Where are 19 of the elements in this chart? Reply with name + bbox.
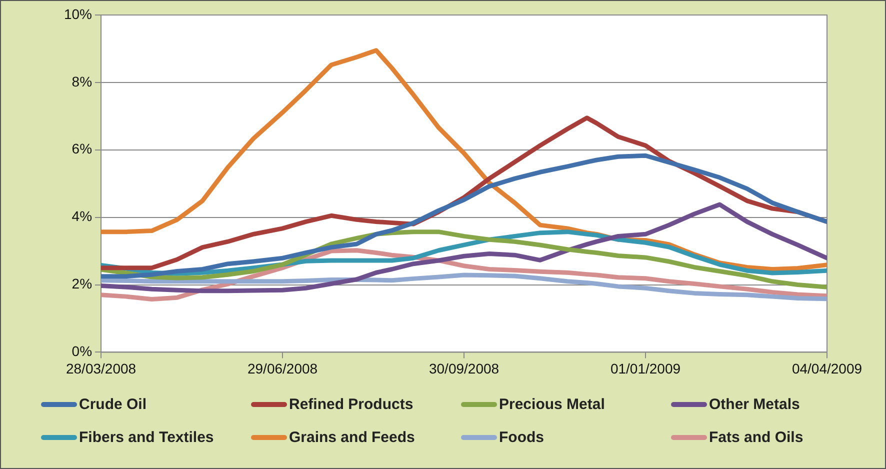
x-tick-label: 28/03/2008 [66,360,136,376]
y-tick-label: 10% [64,6,92,22]
y-tick-label: 4% [72,208,92,224]
x-tick-label: 29/06/2008 [247,360,318,376]
y-tick-label: 2% [72,276,92,292]
legend-label: Other Metals [709,396,800,413]
x-tick-label: 04/04/2009 [792,360,862,376]
x-tick-label: 01/01/2009 [610,360,681,376]
y-tick-label: 6% [72,140,92,157]
legend-label: Foods [499,429,544,446]
x-tick-label: 30/09/2008 [428,360,500,376]
legend-label: Fibers and Textiles [79,429,214,446]
legend-label: Grains and Feeds [289,429,415,446]
y-tick-label: 8% [72,73,92,90]
legend-label: Crude Oil [79,396,147,413]
legend-label: Refined Products [289,396,414,413]
legend-label: Fats and Oils [709,429,804,446]
y-tick-label: 0% [72,343,92,360]
legend-label: Precious Metal [499,396,605,413]
